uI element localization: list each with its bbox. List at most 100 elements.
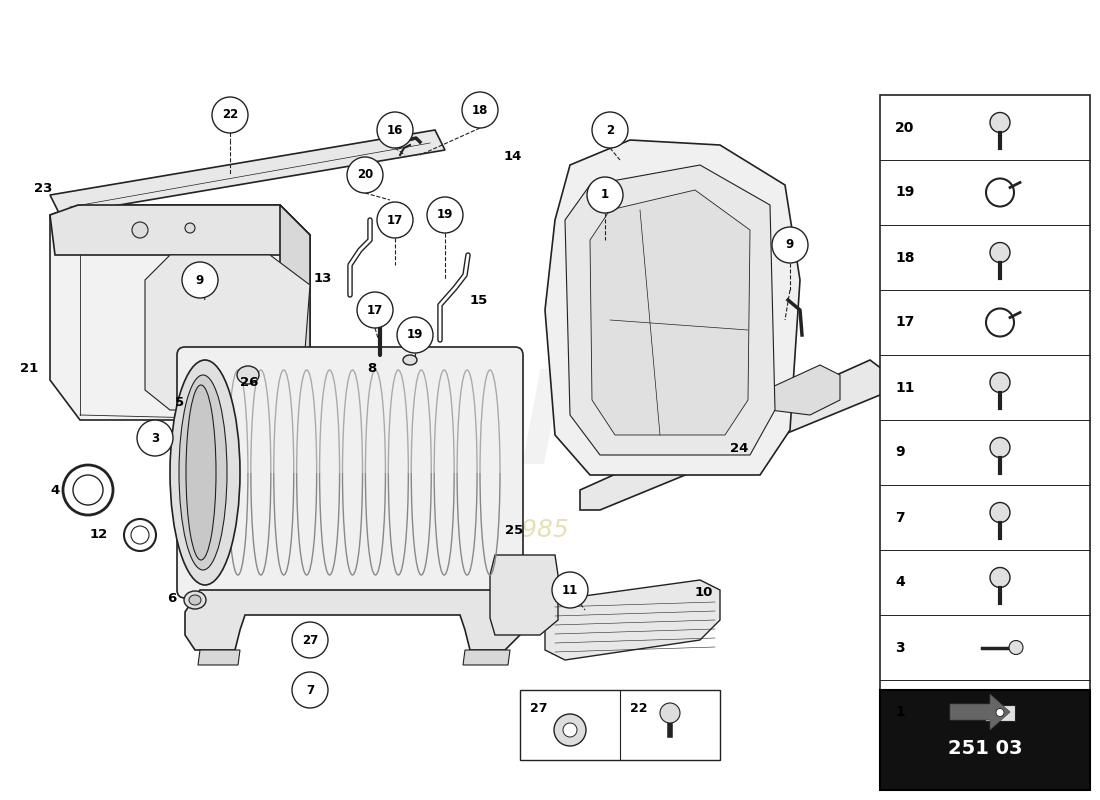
Circle shape — [346, 157, 383, 193]
Text: 1: 1 — [895, 706, 904, 719]
Circle shape — [996, 709, 1004, 717]
Circle shape — [377, 112, 412, 148]
Circle shape — [292, 622, 328, 658]
Text: 1: 1 — [601, 189, 609, 202]
Text: 27: 27 — [530, 702, 548, 715]
Text: 4: 4 — [895, 575, 904, 590]
Text: 27: 27 — [301, 634, 318, 646]
Text: 9: 9 — [196, 274, 205, 286]
Polygon shape — [770, 365, 840, 415]
Circle shape — [554, 714, 586, 746]
Circle shape — [185, 223, 195, 233]
Text: 8: 8 — [367, 362, 376, 374]
Text: 23: 23 — [34, 182, 52, 194]
Circle shape — [587, 177, 623, 213]
Text: 25: 25 — [505, 523, 524, 537]
Bar — [880, 95, 1090, 745]
Polygon shape — [565, 165, 775, 455]
Polygon shape — [145, 255, 310, 410]
Circle shape — [990, 502, 1010, 522]
Text: 7: 7 — [306, 683, 315, 697]
Text: 11: 11 — [895, 381, 914, 394]
Circle shape — [990, 567, 1010, 587]
Circle shape — [660, 703, 680, 723]
Circle shape — [990, 438, 1010, 458]
Text: 15: 15 — [470, 294, 488, 306]
Circle shape — [182, 262, 218, 298]
Ellipse shape — [184, 591, 206, 609]
Text: 19: 19 — [407, 329, 424, 342]
Polygon shape — [50, 130, 446, 215]
Bar — [520, 690, 720, 760]
Circle shape — [292, 672, 328, 708]
Text: 9: 9 — [785, 238, 794, 251]
Polygon shape — [590, 190, 750, 435]
Text: 9: 9 — [895, 446, 904, 459]
Text: 11: 11 — [562, 583, 579, 597]
Polygon shape — [463, 650, 510, 665]
Circle shape — [358, 292, 393, 328]
Circle shape — [772, 227, 808, 263]
Text: 4: 4 — [51, 483, 60, 497]
Circle shape — [138, 420, 173, 456]
Polygon shape — [544, 140, 800, 475]
Text: 3: 3 — [151, 431, 160, 445]
Text: 21: 21 — [20, 362, 38, 374]
Text: 22: 22 — [222, 109, 238, 122]
Polygon shape — [580, 360, 890, 510]
Text: 17: 17 — [895, 315, 914, 330]
FancyBboxPatch shape — [177, 347, 522, 598]
Text: 2: 2 — [606, 123, 614, 137]
Polygon shape — [50, 205, 310, 420]
Polygon shape — [198, 650, 240, 665]
Circle shape — [212, 97, 248, 133]
Text: 20: 20 — [895, 121, 914, 134]
Text: eurol: eurol — [198, 370, 562, 490]
Ellipse shape — [170, 360, 240, 585]
Circle shape — [990, 113, 1010, 133]
Circle shape — [427, 197, 463, 233]
Text: 5: 5 — [175, 395, 184, 409]
Ellipse shape — [403, 355, 417, 365]
Text: 251 03: 251 03 — [948, 738, 1022, 758]
Text: 19: 19 — [895, 186, 914, 199]
Circle shape — [377, 202, 412, 238]
Polygon shape — [490, 555, 558, 635]
Text: a passion for parts since 1985: a passion for parts since 1985 — [191, 518, 569, 542]
Text: 16: 16 — [387, 123, 404, 137]
Circle shape — [397, 317, 433, 353]
Text: 26: 26 — [240, 375, 258, 389]
Polygon shape — [950, 694, 1010, 730]
Text: 6: 6 — [167, 591, 176, 605]
Circle shape — [592, 112, 628, 148]
Polygon shape — [544, 580, 720, 660]
Text: 22: 22 — [630, 702, 648, 715]
Text: 18: 18 — [472, 103, 488, 117]
Polygon shape — [50, 205, 310, 255]
Text: 12: 12 — [90, 529, 108, 542]
Circle shape — [990, 242, 1010, 262]
Text: 17: 17 — [387, 214, 403, 226]
Text: 10: 10 — [695, 586, 714, 598]
Text: 17: 17 — [367, 303, 383, 317]
Circle shape — [990, 373, 1010, 393]
Text: 3: 3 — [895, 641, 904, 654]
Ellipse shape — [189, 595, 201, 605]
Circle shape — [552, 572, 589, 608]
Text: 20: 20 — [356, 169, 373, 182]
Circle shape — [1009, 641, 1023, 654]
Bar — [880, 690, 1090, 790]
Ellipse shape — [179, 375, 227, 570]
Polygon shape — [185, 590, 520, 650]
Circle shape — [462, 92, 498, 128]
Text: 7: 7 — [895, 510, 904, 525]
Ellipse shape — [236, 366, 258, 384]
Text: 19: 19 — [437, 209, 453, 222]
Bar — [984, 705, 1015, 721]
Text: 14: 14 — [504, 150, 522, 163]
Circle shape — [563, 723, 578, 737]
Circle shape — [132, 222, 148, 238]
Text: 18: 18 — [895, 250, 914, 265]
Text: 24: 24 — [730, 442, 748, 454]
Ellipse shape — [186, 385, 216, 560]
